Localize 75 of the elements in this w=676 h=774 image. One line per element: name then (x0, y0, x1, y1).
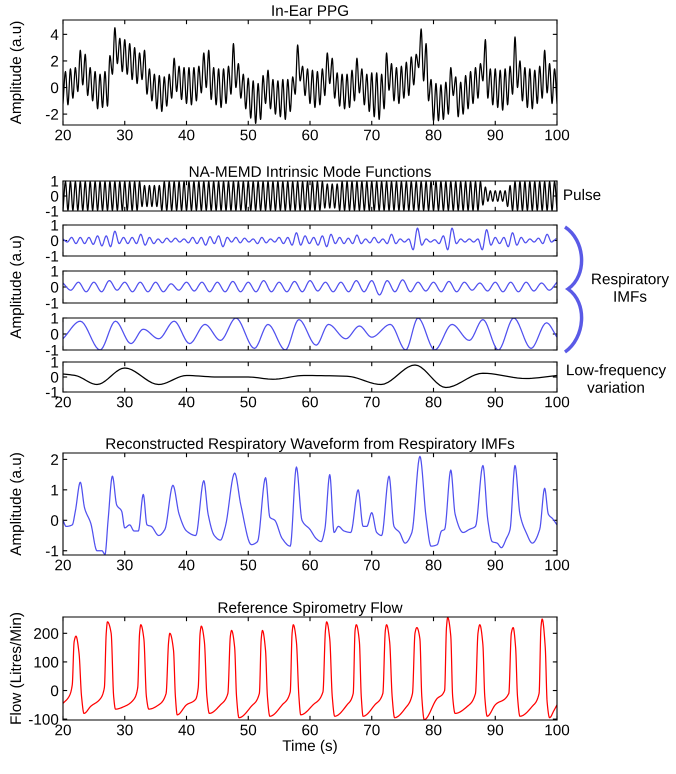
x-tick-label: 20 (55, 560, 71, 570)
y-tick-label: 1 (52, 484, 58, 496)
y-tick-label: -2 (46, 108, 58, 120)
y-tick-label: 1 (52, 220, 58, 231)
text: Pulse (564, 188, 600, 200)
y-tick-label: 1 (52, 266, 58, 277)
y-tick-label: 0 (50, 82, 58, 94)
x-tick-label: 80 (426, 724, 442, 736)
x-tick-label: 30 (116, 130, 133, 140)
x-tick-label: 30 (116, 396, 133, 408)
chart-title: Reconstructed Respiratory Waveform from Respiratory IMFs (106, 438, 514, 452)
y-tick-label: 0 (50, 685, 58, 696)
x-tick-label: 100 (545, 396, 570, 408)
x-tick-label: 60 (302, 396, 318, 408)
x-tick-label: 70 (364, 560, 380, 570)
y-axis-title: Amplitude (a.u) (10, 236, 24, 339)
x-tick-label: 40 (178, 560, 194, 570)
x-tick-label: 50 (240, 724, 256, 736)
text: Respiratory IMFs (592, 273, 670, 302)
x-tick-label: 30 (116, 724, 133, 736)
y-tick-label: 200 (34, 628, 58, 639)
y-tick-label: -1 (46, 251, 58, 262)
x-tick-label: 50 (240, 130, 256, 140)
x-tick-label: 100 (545, 130, 570, 140)
x-tick-label: 40 (178, 724, 194, 736)
x-tick-label: 30 (116, 560, 133, 570)
x-tick-label: 80 (426, 560, 442, 570)
x-tick-label: 20 (55, 724, 71, 736)
y-axis-title: Amplitude (a.u) (10, 22, 24, 124)
chart-title: NA-MEMD Intrinsic Mode Functions (190, 166, 431, 177)
y-tick-label: -1 (46, 206, 58, 217)
chart-title: Reference Spirometry Flow (218, 602, 403, 616)
x-axis-title: Time (s) (282, 740, 337, 754)
x-tick-label: 90 (487, 396, 504, 408)
x-tick-label: 60 (302, 130, 318, 140)
y-tick-label: 1 (52, 313, 58, 324)
x-tick-label: 70 (364, 396, 380, 408)
x-tick-label: 50 (240, 396, 256, 408)
y-tick-label: 2 (51, 454, 58, 465)
x-tick-label: 90 (487, 724, 504, 736)
y-tick-label: -1 (46, 387, 58, 398)
x-tick-label: 90 (487, 130, 504, 140)
x-tick-label: 90 (487, 560, 504, 570)
y-tick-label: 0 (50, 282, 58, 293)
x-tick-label: 50 (240, 560, 256, 570)
y-tick-label: 4 (50, 29, 58, 40)
chart-title: In-Ear PPG (272, 5, 348, 16)
x-tick-label: 80 (426, 130, 442, 140)
y-tick-label: 1 (52, 176, 58, 187)
y-tick-label: -1 (46, 546, 58, 556)
y-axis-title: Flow (Litres/Min) (10, 612, 24, 724)
x-tick-label: 60 (302, 724, 318, 736)
y-tick-label: -1 (46, 345, 58, 356)
x-tick-label: 70 (364, 724, 380, 736)
x-tick-label: 40 (178, 130, 194, 140)
x-tick-label: 80 (426, 396, 442, 408)
x-tick-label: 40 (178, 396, 194, 408)
x-tick-label: 20 (55, 130, 71, 140)
x-tick-label: 70 (364, 130, 380, 140)
y-tick-label: 0 (50, 372, 58, 383)
y-tick-label: 100 (34, 656, 58, 668)
y-tick-label: 0 (50, 190, 58, 202)
text: Low-frequency variation (567, 364, 666, 393)
x-tick-label: 20 (55, 396, 71, 408)
y-axis-title: Amplitude (a.u) (10, 453, 24, 556)
x-tick-label: 100 (545, 560, 570, 570)
y-tick-label: -100 (28, 714, 58, 725)
y-tick-label: -1 (46, 298, 58, 309)
y-tick-label: 0 (50, 235, 58, 246)
y-tick-label: 0 (50, 515, 58, 526)
y-tick-label: 2 (51, 56, 58, 66)
y-tick-label: 0 (50, 328, 58, 340)
x-tick-label: 100 (545, 724, 570, 736)
y-tick-label: 1 (52, 357, 58, 368)
x-tick-label: 60 (302, 560, 318, 570)
